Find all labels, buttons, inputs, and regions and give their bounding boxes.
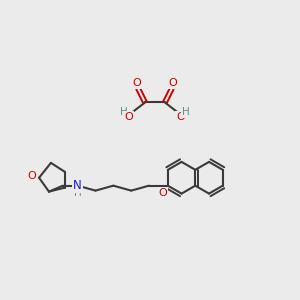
- Text: O: O: [133, 78, 142, 88]
- Text: N: N: [73, 179, 82, 192]
- Text: H: H: [182, 107, 190, 117]
- Text: O: O: [176, 112, 185, 122]
- Text: H: H: [120, 107, 128, 117]
- Text: O: O: [158, 188, 167, 198]
- Text: O: O: [125, 112, 134, 122]
- Text: H: H: [74, 188, 82, 198]
- Text: O: O: [28, 171, 37, 181]
- Text: O: O: [168, 78, 177, 88]
